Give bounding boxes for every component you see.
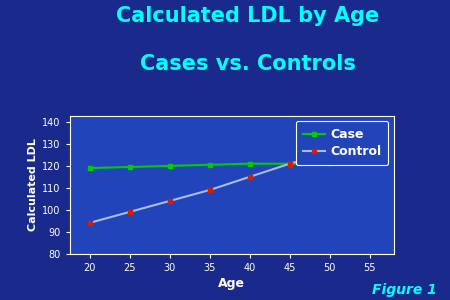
Legend: Case, Control: Case, Control xyxy=(296,121,388,165)
Y-axis label: Calculated LDL: Calculated LDL xyxy=(28,138,38,231)
Text: Calculated LDL by Age: Calculated LDL by Age xyxy=(116,6,379,26)
X-axis label: Age: Age xyxy=(218,277,245,290)
Text: Cases vs. Controls: Cases vs. Controls xyxy=(140,54,356,74)
Text: Figure 1: Figure 1 xyxy=(372,283,436,297)
